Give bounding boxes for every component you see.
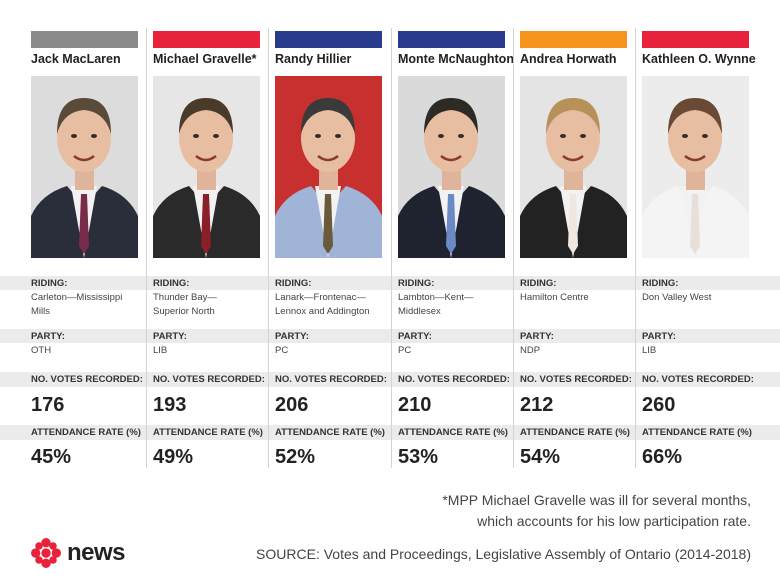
party-value: OTH (31, 345, 52, 356)
party-label: PARTY: (398, 331, 432, 342)
attendance-value: 49% (153, 446, 194, 468)
votes-label: NO. VOTES RECORDED: (275, 374, 387, 385)
party-color-bar (398, 31, 505, 48)
party-label: PARTY: (275, 331, 309, 342)
mpp-photo (153, 76, 260, 258)
attendance-label: ATTENDANCE RATE (%) (153, 427, 263, 438)
mpp-column: Randy Hillier RIDING: Lanark—Frontenac— L… (274, 0, 396, 470)
mpp-photo (275, 76, 382, 258)
source-text: Votes and Proceedings, Legislative Assem… (319, 546, 751, 562)
votes-label: NO. VOTES RECORDED: (398, 374, 510, 385)
riding-line: Carleton—Mississippi (31, 292, 123, 303)
party-value: LIB (153, 345, 168, 356)
column-divider (635, 28, 636, 468)
riding-line: Middlesex (398, 306, 441, 317)
mpp-name: Kathleen O. Wynne (642, 52, 756, 66)
riding-line: Superior North (153, 306, 215, 317)
column-divider (268, 28, 269, 468)
mpp-name: Jack MacLaren (31, 52, 121, 66)
party-label: PARTY: (153, 331, 187, 342)
attendance-label: ATTENDANCE RATE (%) (642, 427, 752, 438)
riding-line: Lambton—Kent— (398, 292, 474, 303)
riding-label: RIDING: (153, 278, 190, 289)
votes-value: 260 (642, 394, 676, 416)
party-label: PARTY: (642, 331, 676, 342)
mpp-column: Jack MacLaren RIDING: Carleton—Mississip… (30, 0, 152, 470)
attendance-label: ATTENDANCE RATE (%) (398, 427, 508, 438)
party-value: NDP (520, 345, 541, 356)
riding-value: Don Valley West (642, 291, 760, 305)
brand-name: news (67, 539, 126, 566)
riding-line: Mills (31, 306, 50, 317)
attendance-label: ATTENDANCE RATE (%) (520, 427, 630, 438)
footnote-line-2: which accounts for his low participation… (477, 513, 751, 529)
attendance-value: 66% (642, 446, 683, 468)
riding-label: RIDING: (520, 278, 557, 289)
attendance-band (0, 425, 780, 440)
riding-line: Lennox and Addington (275, 306, 370, 317)
party-label: PARTY: (31, 331, 65, 342)
riding-line: Hamilton Centre (520, 292, 589, 303)
attendance-value: 54% (520, 446, 561, 468)
riding-label: RIDING: (642, 278, 679, 289)
footnote-line-1: *MPP Michael Gravelle was ill for severa… (442, 492, 751, 508)
riding-label: RIDING: (275, 278, 312, 289)
mpp-name: Michael Gravelle* (153, 52, 257, 66)
column-divider (513, 28, 514, 468)
mpp-photo (520, 76, 627, 258)
footnote: *MPP Michael Gravelle was ill for severa… (442, 490, 751, 532)
votes-label: NO. VOTES RECORDED: (642, 374, 754, 385)
votes-value: 193 (153, 394, 187, 416)
mpp-column: Kathleen O. Wynne RIDING: Don Valley Wes… (641, 0, 763, 470)
riding-value: Lanark—Frontenac— Lennox and Addington (275, 291, 393, 319)
party-label: PARTY: (520, 331, 554, 342)
riding-label: RIDING: (398, 278, 435, 289)
riding-value: Carleton—Mississippi Mills (31, 291, 149, 319)
party-value: LIB (642, 345, 657, 356)
party-color-bar (275, 31, 382, 48)
riding-value: Hamilton Centre (520, 291, 638, 305)
source-label: SOURCE: (256, 546, 320, 562)
mpp-name: Randy Hillier (275, 52, 352, 66)
source-line: SOURCE: Votes and Proceedings, Legislati… (256, 546, 751, 562)
mpp-photo (398, 76, 505, 258)
mpp-photo (642, 76, 749, 258)
attendance-label: ATTENDANCE RATE (%) (275, 427, 385, 438)
votes-value: 210 (398, 394, 432, 416)
party-color-bar (642, 31, 749, 48)
attendance-label: ATTENDANCE RATE (%) (31, 427, 141, 438)
attendance-value: 45% (31, 446, 72, 468)
votes-band (0, 372, 780, 387)
mpp-name: Andrea Horwath (520, 52, 617, 66)
column-divider (146, 28, 147, 468)
riding-line: Thunder Bay— (153, 292, 217, 303)
mpp-column: Monte McNaughton RIDING: Lambton—Kent— Mi… (397, 0, 519, 470)
votes-value: 212 (520, 394, 554, 416)
party-color-bar (520, 31, 627, 48)
attendance-value: 53% (398, 446, 439, 468)
riding-value: Lambton—Kent— Middlesex (398, 291, 516, 319)
cbc-gem-icon (31, 538, 61, 568)
party-value: PC (275, 345, 289, 356)
riding-band (0, 276, 780, 290)
votes-label: NO. VOTES RECORDED: (520, 374, 632, 385)
riding-line: Don Valley West (642, 292, 712, 303)
votes-value: 206 (275, 394, 309, 416)
mpp-column: Michael Gravelle* RIDING: Thunder Bay— Su… (152, 0, 274, 470)
votes-value: 176 (31, 394, 65, 416)
votes-label: NO. VOTES RECORDED: (153, 374, 265, 385)
party-color-bar (31, 31, 138, 48)
column-divider (391, 28, 392, 468)
riding-value: Thunder Bay— Superior North (153, 291, 271, 319)
mpp-photo (31, 76, 138, 258)
party-value: PC (398, 345, 412, 356)
mpp-name: Monte McNaughton (398, 52, 514, 66)
attendance-value: 52% (275, 446, 316, 468)
party-color-bar (153, 31, 260, 48)
votes-label: NO. VOTES RECORDED: (31, 374, 143, 385)
riding-line: Lanark—Frontenac— (275, 292, 366, 303)
riding-label: RIDING: (31, 278, 68, 289)
party-band (0, 329, 780, 343)
mpp-column: Andrea Horwath RIDING: Hamilton Centre P… (519, 0, 641, 470)
